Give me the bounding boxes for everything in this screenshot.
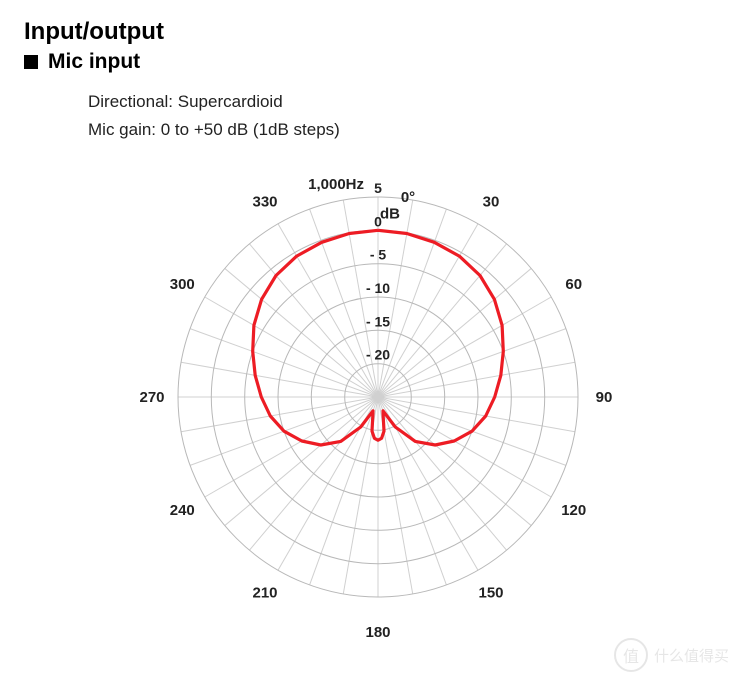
svg-text:120: 120 xyxy=(561,502,586,519)
header-block: Input/output Mic input Directional: Supe… xyxy=(0,0,739,144)
svg-text:210: 210 xyxy=(252,585,277,602)
svg-text:1,000Hz: 1,000Hz xyxy=(308,176,364,193)
svg-text:90: 90 xyxy=(596,389,613,406)
svg-text:330: 330 xyxy=(252,193,277,210)
watermark: 值 什么值得买 xyxy=(614,638,729,672)
spec-directional: Directional: Supercardioid xyxy=(88,88,739,116)
svg-text:0°: 0° xyxy=(401,189,415,206)
polar-chart: 50- 5- 10- 15- 20dB1,000Hz0°306090120150… xyxy=(0,150,739,660)
svg-text:- 20: - 20 xyxy=(366,347,390,363)
svg-text:- 10: - 10 xyxy=(366,280,390,296)
svg-text:240: 240 xyxy=(170,502,195,519)
svg-text:150: 150 xyxy=(478,585,503,602)
watermark-icon: 值 xyxy=(614,638,648,672)
svg-text:5: 5 xyxy=(374,180,382,196)
svg-text:- 15: - 15 xyxy=(366,313,390,329)
main-title: Input/output xyxy=(24,18,739,46)
svg-text:30: 30 xyxy=(483,193,500,210)
spec-lines: Directional: Supercardioid Mic gain: 0 t… xyxy=(88,88,739,144)
svg-text:180: 180 xyxy=(365,624,390,641)
sub-title-row: Mic input xyxy=(24,50,739,74)
bullet-square-icon xyxy=(24,55,38,69)
svg-text:dB: dB xyxy=(380,206,400,223)
svg-text:270: 270 xyxy=(139,389,164,406)
svg-text:- 5: - 5 xyxy=(370,247,387,263)
watermark-text: 什么值得买 xyxy=(654,645,729,666)
polar-svg: 50- 5- 10- 15- 20dB1,000Hz0°306090120150… xyxy=(0,150,739,660)
svg-text:300: 300 xyxy=(170,276,195,293)
sub-title: Mic input xyxy=(48,50,140,74)
svg-text:60: 60 xyxy=(565,276,582,293)
spec-gain: Mic gain: 0 to +50 dB (1dB steps) xyxy=(88,116,739,144)
